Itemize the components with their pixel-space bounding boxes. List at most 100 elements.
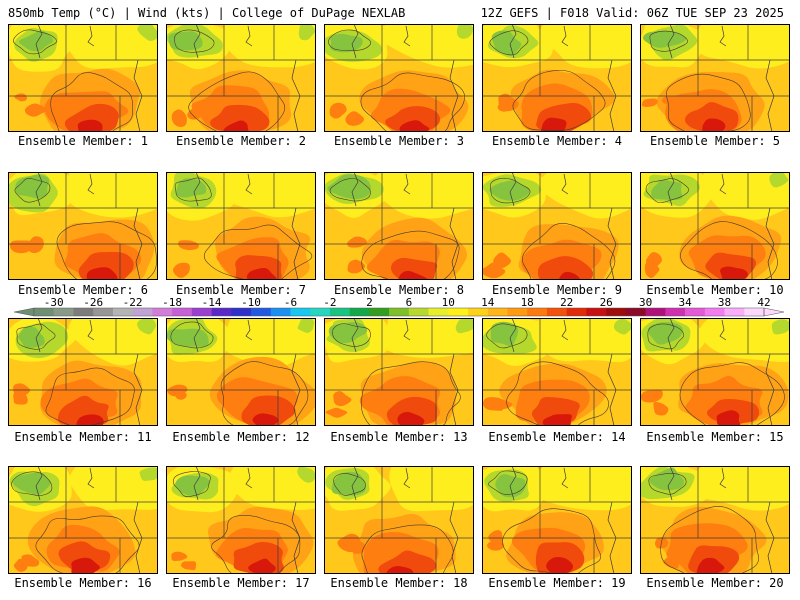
map-panel-member-16 bbox=[8, 466, 158, 574]
panel-label: Ensemble Member: 9 bbox=[491, 283, 623, 297]
colorbar-swatch bbox=[73, 308, 94, 316]
map-panel-member-5 bbox=[640, 24, 790, 132]
temperature-map bbox=[166, 172, 316, 280]
temperature-map bbox=[324, 318, 474, 426]
map-panel-member-12 bbox=[166, 318, 316, 426]
temperature-map bbox=[640, 24, 790, 132]
panel-label: Ensemble Member: 17 bbox=[172, 576, 310, 590]
colorbar-tick: -30 bbox=[43, 296, 64, 309]
colorbar-swatch bbox=[566, 308, 587, 316]
colorbar-swatch bbox=[606, 308, 627, 316]
colorbar-swatch bbox=[724, 308, 745, 316]
colorbar-tick: -6 bbox=[283, 296, 298, 309]
colorbar-swatch bbox=[744, 308, 765, 316]
header-title: 850mb Temp (°C) | Wind (kts) | College o… bbox=[8, 6, 406, 20]
temperature-colorbar bbox=[13, 307, 785, 317]
colorbar-tick: -14 bbox=[201, 296, 222, 309]
panel-label: Ensemble Member: 18 bbox=[330, 576, 468, 590]
map-panel-member-17 bbox=[166, 466, 316, 574]
temperature-map bbox=[8, 318, 158, 426]
map-panel-member-6 bbox=[8, 172, 158, 280]
colorbar-swatch bbox=[704, 308, 725, 316]
colorbar-tick: 26 bbox=[599, 296, 613, 309]
colorbar-tick: 34 bbox=[678, 296, 692, 309]
colorbar-swatch bbox=[389, 308, 410, 316]
colorbar-swatch bbox=[625, 308, 646, 316]
colorbar-swatch bbox=[468, 308, 489, 316]
colorbar-swatch bbox=[251, 308, 272, 316]
colorbar-swatch bbox=[645, 308, 666, 316]
colorbar-swatch bbox=[112, 308, 133, 316]
colorbar-swatch bbox=[428, 308, 449, 316]
colorbar-high-arrow bbox=[763, 307, 785, 317]
map-panel-member-19 bbox=[482, 466, 632, 574]
colorbar-swatch bbox=[546, 308, 567, 316]
colorbar-swatch bbox=[487, 308, 508, 316]
map-panel-member-9 bbox=[482, 172, 632, 280]
colorbar-swatch bbox=[329, 308, 350, 316]
temperature-map bbox=[166, 318, 316, 426]
map-panel-member-15 bbox=[640, 318, 790, 426]
colorbar-swatch bbox=[132, 308, 153, 316]
map-panel-member-14 bbox=[482, 318, 632, 426]
panel-label: Ensemble Member: 20 bbox=[646, 576, 784, 590]
panel-label: Ensemble Member: 8 bbox=[333, 283, 465, 297]
map-panel-member-3 bbox=[324, 24, 474, 132]
temperature-map bbox=[166, 466, 316, 574]
panel-label: Ensemble Member: 12 bbox=[172, 430, 310, 444]
colorbar-tick: 30 bbox=[638, 296, 653, 309]
colorbar-swatch bbox=[172, 308, 193, 316]
colorbar-tick: 6 bbox=[405, 296, 413, 309]
colorbar-tick: 38 bbox=[717, 296, 732, 309]
temperature-map bbox=[324, 24, 474, 132]
colorbar-swatch bbox=[448, 308, 469, 316]
temperature-map bbox=[640, 466, 790, 574]
map-panel-member-4 bbox=[482, 24, 632, 132]
map-panel-member-20 bbox=[640, 466, 790, 574]
temperature-map bbox=[482, 24, 632, 132]
panel-label: Ensemble Member: 19 bbox=[488, 576, 626, 590]
colorbar-swatch bbox=[586, 308, 607, 316]
panel-label: Ensemble Member: 2 bbox=[175, 134, 307, 148]
map-panel-member-2 bbox=[166, 24, 316, 132]
colorbar-tick: 22 bbox=[560, 296, 574, 309]
colorbar-swatch bbox=[527, 308, 548, 316]
colorbar-swatch bbox=[290, 308, 311, 316]
panel-label: Ensemble Member: 16 bbox=[14, 576, 152, 590]
colorbar-low-arrow bbox=[13, 307, 35, 317]
colorbar-swatch bbox=[685, 308, 706, 316]
colorbar-tick: -22 bbox=[122, 296, 143, 309]
colorbar-tick: 18 bbox=[520, 296, 534, 309]
map-panel-member-7 bbox=[166, 172, 316, 280]
temperature-map bbox=[8, 172, 158, 280]
header-valid-time: 12Z GEFS | F018 Valid: 06Z TUE SEP 23 20… bbox=[480, 6, 784, 20]
panel-label: Ensemble Member: 6 bbox=[17, 283, 149, 297]
colorbar-swatch bbox=[152, 308, 173, 316]
colorbar-swatch bbox=[211, 308, 232, 316]
colorbar-swatch bbox=[53, 308, 74, 316]
temperature-map bbox=[324, 466, 474, 574]
colorbar-tick: -10 bbox=[241, 296, 261, 309]
map-panel-member-11 bbox=[8, 318, 158, 426]
temperature-map bbox=[640, 318, 790, 426]
map-panel-member-10 bbox=[640, 172, 790, 280]
map-panel-member-18 bbox=[324, 466, 474, 574]
panel-label: Ensemble Member: 5 bbox=[649, 134, 781, 148]
colorbar-tick: -2 bbox=[323, 296, 337, 309]
temperature-map bbox=[482, 466, 632, 574]
panel-label: Ensemble Member: 3 bbox=[333, 134, 465, 148]
colorbar-swatch bbox=[665, 308, 686, 316]
temperature-map bbox=[8, 466, 158, 574]
colorbar-tick: -26 bbox=[83, 296, 104, 309]
colorbar-swatch bbox=[369, 308, 390, 316]
colorbar-tick: -18 bbox=[162, 296, 183, 309]
temperature-map bbox=[482, 172, 632, 280]
panel-label: Ensemble Member: 7 bbox=[175, 283, 307, 297]
colorbar-tick: 42 bbox=[757, 296, 771, 309]
colorbar-swatch bbox=[34, 308, 55, 316]
panel-label: Ensemble Member: 11 bbox=[14, 430, 152, 444]
colorbar-tick: 10 bbox=[441, 296, 455, 309]
panel-label: Ensemble Member: 14 bbox=[488, 430, 626, 444]
colorbar-swatch bbox=[408, 308, 429, 316]
temperature-map bbox=[640, 172, 790, 280]
